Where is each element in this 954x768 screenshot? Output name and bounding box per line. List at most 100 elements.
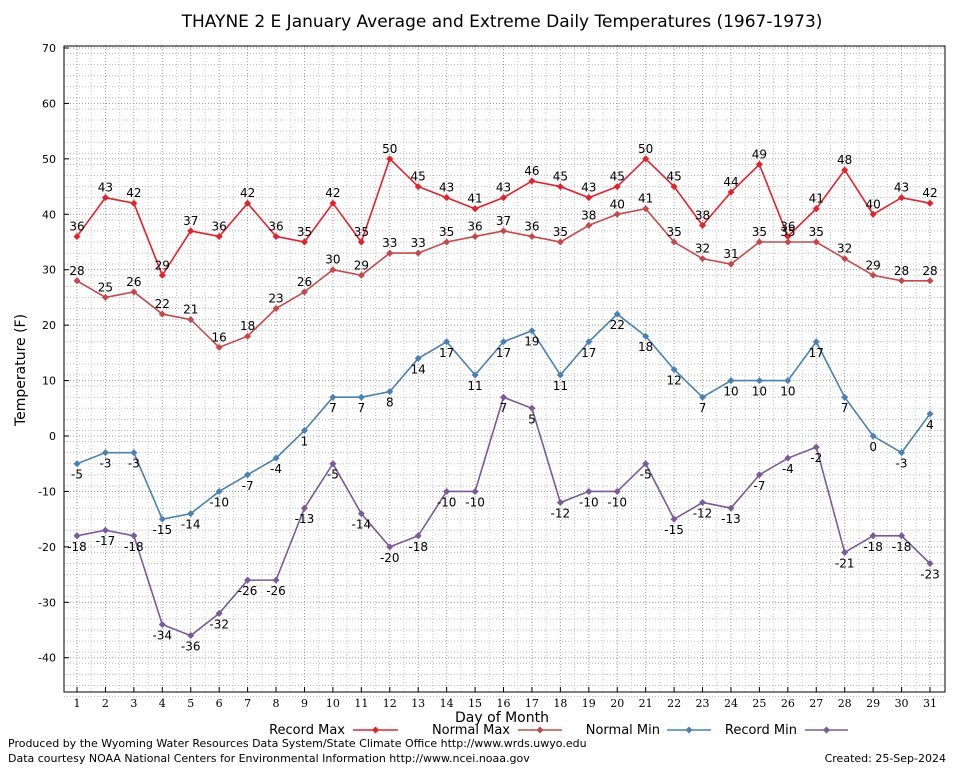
- x-tick-label: 15: [468, 697, 482, 710]
- data-point: [727, 188, 735, 196]
- data-point: [73, 460, 81, 468]
- data-label: 41: [467, 192, 482, 206]
- data-point: [272, 454, 280, 462]
- data-label: 0: [869, 440, 877, 454]
- data-label: 43: [98, 181, 113, 195]
- data-point: [101, 526, 109, 534]
- data-label: -10: [209, 495, 229, 509]
- x-tick-label: 3: [130, 697, 137, 710]
- data-point: [642, 460, 650, 468]
- data-point: [471, 232, 479, 240]
- data-point: [300, 504, 308, 512]
- data-label: 44: [723, 175, 738, 189]
- data-label: 18: [240, 319, 255, 333]
- data-label: -3: [128, 457, 140, 471]
- data-label: 36: [268, 219, 283, 233]
- data-label: 32: [695, 242, 710, 256]
- data-label: 28: [69, 264, 84, 278]
- data-label: 11: [467, 379, 482, 393]
- chart-title: THAYNE 2 E January Average and Extreme D…: [181, 12, 823, 32]
- data-point: [300, 426, 308, 434]
- data-point: [244, 576, 252, 584]
- data-point: [357, 238, 365, 246]
- data-point: [187, 510, 195, 518]
- data-point: [130, 199, 138, 207]
- data-point: [812, 443, 820, 451]
- x-tick-label: 26: [781, 697, 795, 710]
- data-point: [556, 371, 564, 379]
- x-tick-label: 31: [923, 697, 937, 710]
- data-label: 17: [439, 346, 454, 360]
- data-point: [158, 271, 166, 279]
- data-label: -3: [896, 457, 908, 471]
- data-label: 26: [297, 275, 312, 289]
- data-label: -13: [721, 512, 741, 526]
- x-tick-label: 11: [354, 697, 368, 710]
- data-point: [500, 393, 507, 401]
- data-point: [357, 271, 365, 279]
- data-label: -10: [607, 495, 627, 509]
- data-point: [784, 377, 792, 385]
- data-point: [898, 194, 906, 202]
- x-tick-label: 21: [639, 697, 653, 710]
- data-point: [386, 388, 394, 396]
- x-tick-label: 30: [895, 697, 909, 710]
- data-label: -18: [863, 540, 883, 554]
- data-label: 31: [723, 247, 738, 261]
- data-label: 23: [268, 292, 283, 306]
- data-point: [443, 338, 451, 346]
- legend-label: Record Min: [725, 723, 797, 738]
- data-label: 35: [752, 225, 767, 239]
- x-tick-label: 16: [497, 697, 511, 710]
- data-label: 4: [926, 418, 934, 432]
- data-point: [443, 487, 451, 495]
- data-point: [528, 177, 536, 185]
- data-label: 28: [922, 264, 937, 278]
- data-label: 7: [500, 401, 508, 415]
- data-point: [642, 205, 650, 213]
- data-label: 43: [439, 181, 454, 195]
- data-label: 7: [841, 401, 849, 415]
- data-point: [585, 487, 593, 495]
- data-label: 43: [581, 181, 596, 195]
- y-tick-label: -10: [38, 485, 56, 498]
- data-point: [414, 532, 422, 540]
- data-point: [443, 238, 451, 246]
- data-point: [841, 393, 849, 401]
- data-label: 21: [183, 303, 198, 317]
- data-point: [73, 232, 81, 240]
- data-point: [187, 227, 195, 235]
- x-tick-label: 22: [667, 697, 681, 710]
- data-label: 1: [301, 434, 309, 448]
- data-point: [101, 194, 109, 202]
- x-tick-label: 23: [696, 697, 710, 710]
- data-point: [585, 194, 593, 202]
- data-label: -36: [181, 640, 201, 654]
- data-label: 22: [155, 297, 170, 311]
- data-label: 29: [865, 258, 880, 272]
- data-label: -3: [99, 457, 111, 471]
- data-point: [898, 532, 906, 540]
- data-label: 33: [382, 236, 397, 250]
- data-label: 5: [528, 412, 536, 426]
- data-label: 25: [98, 280, 113, 294]
- data-label: 42: [922, 186, 937, 200]
- y-tick-label: 40: [42, 208, 56, 221]
- data-label: 45: [610, 170, 625, 184]
- data-point: [471, 487, 479, 495]
- data-label: 46: [524, 164, 539, 178]
- legend-marker: [372, 726, 379, 734]
- x-tick-label: 24: [724, 697, 738, 710]
- data-label: 11: [553, 379, 568, 393]
- data-label: 30: [325, 253, 340, 267]
- x-tick-label: 1: [74, 697, 81, 710]
- x-tick-label: 20: [610, 697, 624, 710]
- data-label: -26: [266, 584, 286, 598]
- data-point: [130, 449, 138, 457]
- data-point: [841, 548, 849, 556]
- data-label: -34: [152, 628, 172, 642]
